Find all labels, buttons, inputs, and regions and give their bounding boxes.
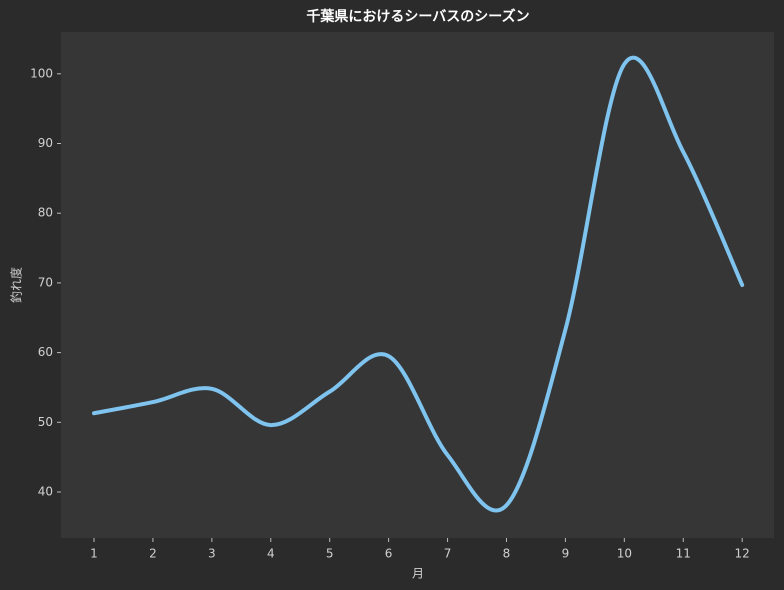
x-tick-label: 7 xyxy=(444,547,452,561)
x-tick-label: 10 xyxy=(617,547,632,561)
y-tick-label: 70 xyxy=(38,275,53,289)
y-tick-label: 80 xyxy=(38,206,53,220)
x-tick-label: 3 xyxy=(208,547,216,561)
x-tick-label: 1 xyxy=(90,547,98,561)
plot-area xyxy=(61,32,774,538)
line-series xyxy=(91,55,745,513)
y-tick-label: 100 xyxy=(30,66,53,80)
y-tick-label: 50 xyxy=(38,415,53,429)
x-tick-label: 8 xyxy=(503,547,511,561)
y-tick-label: 90 xyxy=(38,136,53,150)
y-tick-label: 40 xyxy=(38,485,53,499)
x-tick-label: 12 xyxy=(735,547,750,561)
x-tick-label: 9 xyxy=(562,547,570,561)
x-tick-label: 6 xyxy=(385,547,393,561)
x-tick-label: 2 xyxy=(149,547,157,561)
x-tick-label: 5 xyxy=(326,547,334,561)
x-axis-label: 月 xyxy=(412,567,424,581)
chart-title: 千葉県におけるシーバスのシーズン xyxy=(306,8,529,25)
x-tick-label: 11 xyxy=(676,547,691,561)
y-tick-label: 60 xyxy=(38,345,53,359)
x-tick-label: 4 xyxy=(267,547,275,561)
y-axis-label: 釣れ度 xyxy=(9,267,24,303)
